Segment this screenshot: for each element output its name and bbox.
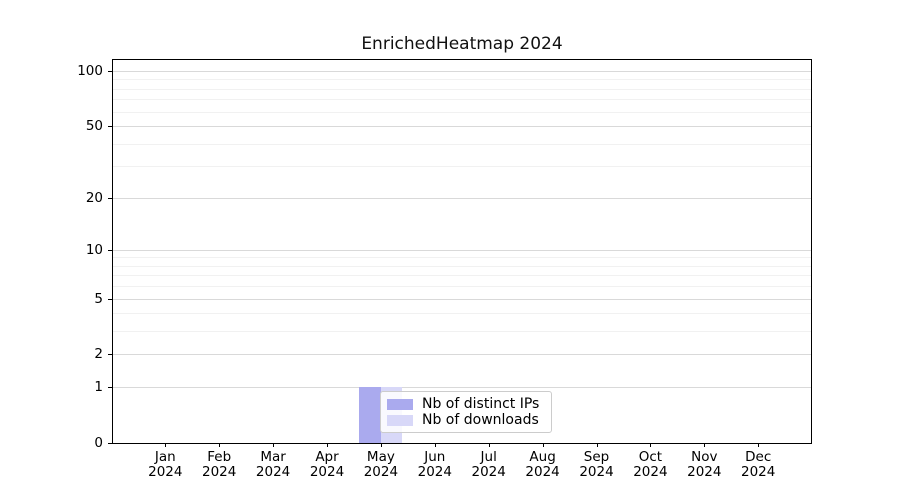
chart-title: EnrichedHeatmap 2024: [361, 34, 563, 54]
x-tick-label-jan: Jan 2024: [133, 450, 197, 480]
gridline-minor-70: [113, 99, 811, 101]
y-tick-100: [108, 71, 112, 72]
x-tick-year-text: 2024: [417, 464, 452, 480]
x-tick-month-text: Oct: [638, 449, 663, 465]
gridline-minor-30: [113, 166, 811, 168]
y-tick-2: [108, 354, 112, 356]
legend-label-distinct-ips: Nb of distinct IPs: [422, 396, 540, 412]
gridline-minor-80: [113, 88, 811, 90]
gridline-minor-9: [113, 257, 811, 259]
y-tick-label-20: 20: [85, 189, 103, 206]
x-tick-month-text: Jul: [480, 449, 497, 465]
x-tick-label-feb: Feb 2024: [187, 450, 251, 480]
x-tick-year-text: 2024: [202, 464, 237, 480]
x-tick-jul: [488, 443, 490, 447]
gridline-major-10: [113, 249, 811, 251]
y-tick-5: [108, 298, 112, 300]
x-tick-month-text: Jun: [424, 449, 446, 465]
y-tick-label-100: 100: [77, 63, 103, 79]
gridline-major-20: [113, 197, 811, 199]
x-tick-month-text: Aug: [529, 449, 556, 465]
y-tick-50: [108, 126, 112, 128]
y-tick-label-2: 2: [94, 346, 103, 363]
x-tick-label-nov: Nov 2024: [672, 450, 736, 480]
gridline-minor-4: [113, 313, 811, 315]
x-tick-label-sep: Sep 2024: [565, 450, 629, 480]
x-tick-year-text: 2024: [687, 464, 722, 480]
x-tick-sep: [596, 443, 598, 447]
gridline-major-100: [113, 71, 811, 72]
y-tick-label-1: 1: [94, 379, 103, 396]
x-tick-month-text: Dec: [745, 449, 772, 465]
x-tick-label-may: May 2024: [349, 450, 413, 480]
gridline-major-2: [113, 354, 811, 356]
distinct-ips-swatch-icon: [387, 398, 413, 410]
x-tick-label-dec: Dec 2024: [726, 450, 790, 480]
gridline-minor-8: [113, 265, 811, 267]
y-tick-10: [108, 249, 112, 251]
x-tick-year-text: 2024: [363, 464, 399, 480]
x-tick-year-text: 2024: [525, 464, 560, 480]
x-tick-label-apr: Apr 2024: [295, 450, 359, 480]
x-tick-month-text: Mar: [260, 449, 286, 465]
x-tick-year-text: 2024: [309, 464, 345, 480]
y-tick-20: [108, 197, 112, 199]
bar-nb-of-distinct-ips-may: [359, 387, 381, 443]
x-tick-year-text: 2024: [579, 464, 614, 480]
gridline-minor-3: [113, 331, 811, 333]
x-tick-jan: [165, 443, 167, 447]
gridline-minor-40: [113, 143, 811, 145]
y-tick-0: [108, 443, 112, 444]
gridline-minor-6: [113, 286, 811, 288]
x-tick-month-text: May: [366, 449, 395, 465]
x-tick-year-text: 2024: [148, 464, 183, 480]
x-tick-label-mar: Mar 2024: [241, 450, 305, 480]
gridline-major-5: [113, 298, 811, 300]
x-tick-label-jun: Jun 2024: [403, 450, 467, 480]
gridline-minor-60: [113, 111, 811, 113]
gridline-minor-90: [113, 79, 811, 81]
x-tick-month-text: Sep: [583, 449, 610, 465]
x-tick-year-text: 2024: [741, 464, 776, 480]
x-tick-label-oct: Oct 2024: [618, 450, 682, 480]
gridline-major-50: [113, 126, 811, 128]
gridline-major-1: [113, 387, 811, 389]
x-tick-label-jul: Jul 2024: [457, 450, 521, 480]
x-tick-jun: [434, 443, 436, 447]
plot-area: 0 1 2 5 10 20 50 100 Jan 2024 Feb 2024 Mar 2024 Apr 202…: [77, 59, 812, 480]
downloads-swatch-icon: [387, 414, 413, 426]
x-tick-mar: [273, 443, 275, 447]
x-tick-oct: [650, 443, 652, 447]
y-tick-label-50: 50: [85, 118, 103, 135]
x-tick-year-text: 2024: [471, 464, 506, 480]
x-tick-dec: [758, 443, 760, 447]
x-tick-aug: [542, 443, 544, 447]
x-tick-year-text: 2024: [255, 464, 291, 480]
y-tick-1: [108, 387, 112, 389]
legend-row-downloads: Nb of downloads: [387, 412, 545, 428]
x-tick-nov: [704, 443, 706, 447]
x-tick-month-text: Nov: [691, 449, 718, 465]
gridline-minor-7: [113, 275, 811, 277]
x-tick-month-text: Jan: [154, 449, 176, 465]
x-tick-year-text: 2024: [633, 464, 668, 480]
x-tick-label-aug: Aug 2024: [511, 450, 575, 480]
x-tick-apr: [327, 443, 328, 447]
y-tick-label-0: 0: [94, 435, 103, 451]
legend-row-distinct-ips: Nb of distinct IPs: [387, 396, 545, 412]
y-tick-label-10: 10: [85, 241, 103, 258]
x-tick-month-text: Apr: [315, 449, 339, 465]
x-tick-feb: [219, 443, 221, 447]
legend-label-downloads: Nb of downloads: [422, 412, 539, 428]
x-tick-may: [380, 443, 382, 447]
legend: Nb of distinct IPs Nb of downloads: [380, 391, 552, 433]
x-tick-month-text: Feb: [207, 449, 232, 465]
y-tick-label-5: 5: [94, 290, 103, 307]
